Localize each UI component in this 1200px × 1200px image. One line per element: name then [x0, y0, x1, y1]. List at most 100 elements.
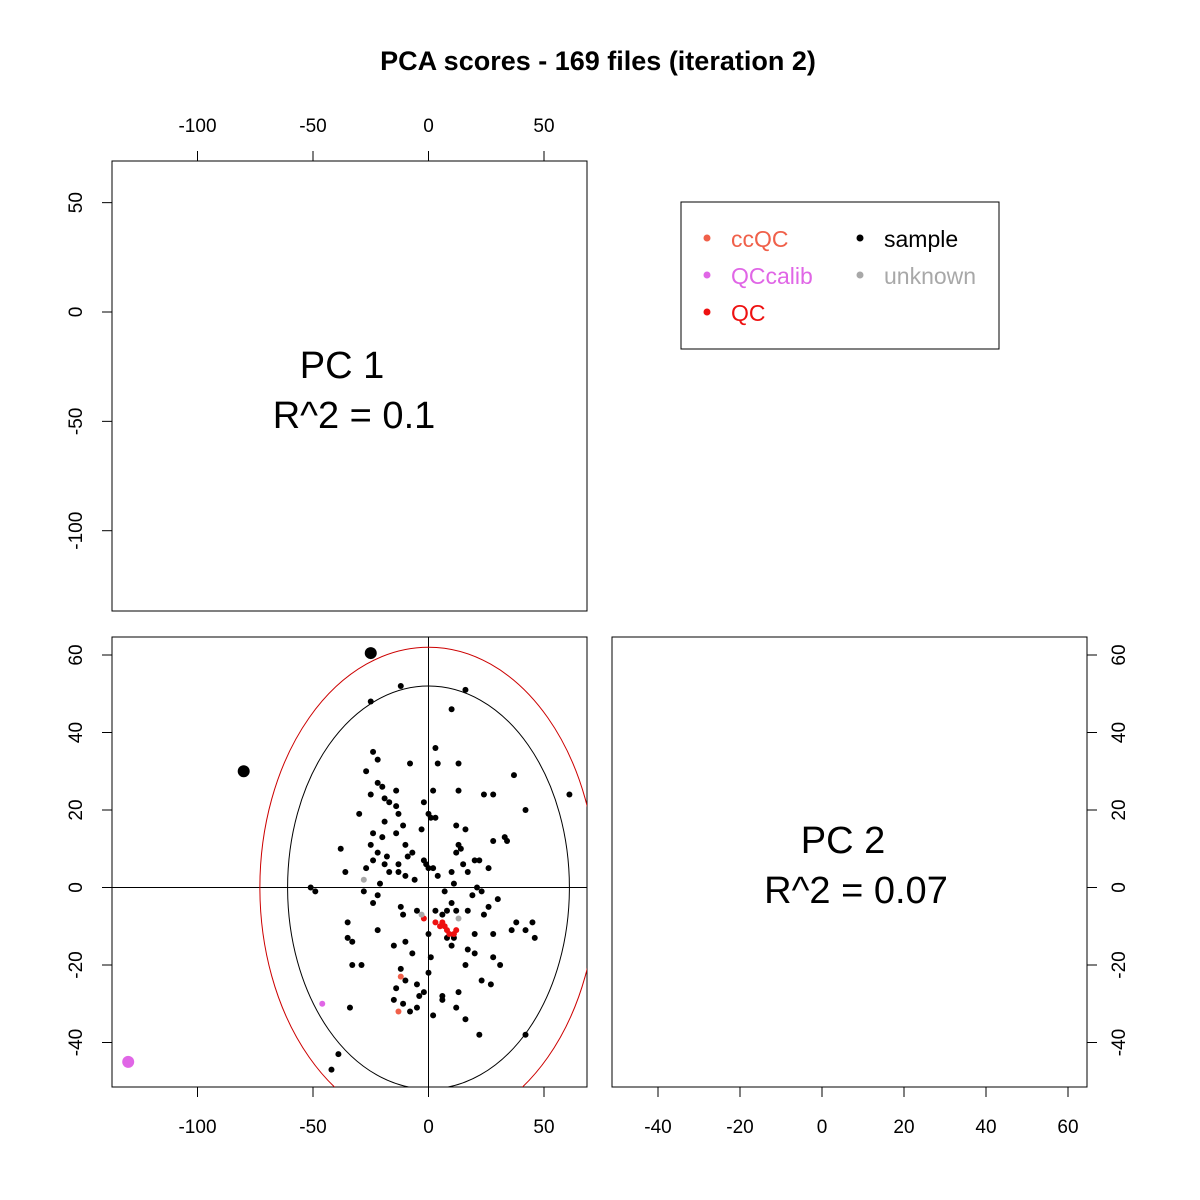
point-sample	[374, 892, 381, 899]
point-sample	[307, 884, 314, 891]
point-sample	[427, 954, 434, 961]
point-sample	[386, 799, 393, 806]
left-bottom-tick-label: 60	[66, 644, 87, 665]
point-sample	[485, 903, 492, 910]
point-sample	[455, 989, 462, 996]
point-sample	[393, 787, 400, 794]
point-sample	[390, 996, 397, 1003]
bottom-right-tick-label: -40	[644, 1117, 671, 1138]
point-sample	[420, 989, 427, 996]
point-sample	[342, 869, 349, 875]
point-sample	[508, 927, 515, 934]
legend-label-QCcalib: QCcalib	[731, 263, 813, 289]
point-sample	[453, 1004, 460, 1011]
left-bottom-tick-label: 20	[66, 799, 87, 820]
point-sample	[432, 814, 439, 821]
outlier-QCcalib	[122, 1055, 135, 1068]
panel-scatter	[111, 636, 588, 1088]
point-sample	[566, 791, 573, 798]
legend-label-sample: sample	[884, 226, 958, 252]
point-sample	[402, 938, 409, 945]
point-sample	[439, 911, 446, 918]
point-sample	[395, 861, 402, 868]
point-sample	[393, 803, 400, 810]
top-left-y-axis: 50 0 -50 -100	[66, 192, 112, 550]
point-sample	[522, 1031, 529, 1038]
point-QC	[453, 927, 460, 934]
bottom-right-tick-label: 40	[975, 1117, 996, 1138]
legend-marker-QCcalib	[703, 271, 711, 279]
left-top-tick-label: 50	[66, 192, 87, 213]
point-sample	[381, 795, 388, 802]
point-QC	[439, 919, 446, 926]
pc1-label: PC 1	[300, 345, 384, 387]
point-sample	[397, 903, 404, 910]
point-sample	[490, 931, 497, 937]
outlier-sample	[364, 647, 377, 660]
legend-marker-ccQC	[703, 234, 711, 242]
point-sample	[413, 981, 420, 988]
point-QC	[446, 931, 453, 937]
point-sample	[413, 907, 420, 914]
point-sample	[397, 965, 404, 972]
point-sample	[462, 962, 469, 968]
point-sample	[349, 962, 356, 968]
point-sample	[476, 1031, 483, 1038]
point-sample	[441, 888, 448, 895]
bottom-right-x-axis: -40 -20 0 20 40 60	[644, 1087, 1079, 1138]
point-sample	[407, 1008, 414, 1015]
point-sample	[478, 888, 485, 895]
right-tick-label: -20	[1109, 951, 1130, 978]
point-sample	[455, 841, 462, 848]
point-sample	[390, 942, 397, 949]
point-sample	[379, 783, 386, 790]
point-sample	[476, 857, 483, 864]
left-top-tick-label: -50	[66, 408, 87, 435]
point-sample	[374, 779, 381, 786]
point-sample	[344, 919, 351, 926]
point-sample	[337, 845, 344, 852]
point-sample	[490, 838, 497, 844]
point-sample	[453, 849, 460, 856]
point-unknown	[455, 915, 462, 922]
point-sample	[490, 791, 497, 798]
point-sample	[464, 907, 471, 914]
point-sample	[494, 896, 501, 903]
point-sample	[379, 834, 386, 841]
point-sample	[474, 884, 481, 891]
point-sample	[513, 919, 520, 926]
bottom-right-tick-label: 60	[1057, 1117, 1078, 1138]
right-tick-label: 20	[1109, 799, 1130, 820]
point-ccQC	[397, 973, 404, 980]
point-sample	[376, 880, 383, 887]
point-sample	[430, 1012, 437, 1019]
point-sample	[367, 841, 374, 848]
point-sample	[504, 838, 511, 844]
left-top-tick-label: -100	[66, 512, 87, 550]
point-sample	[531, 934, 538, 941]
scatter-area	[112, 637, 587, 1087]
point-sample	[374, 927, 381, 934]
point-sample	[425, 931, 432, 937]
left-bottom-tick-label: 0	[66, 882, 87, 893]
point-sample	[427, 814, 434, 821]
panel-pc2-diagonal	[611, 636, 1088, 1088]
point-sample	[335, 1051, 342, 1058]
point-sample	[464, 869, 471, 875]
point-sample	[469, 892, 476, 899]
point-sample	[360, 888, 367, 895]
point-sample	[443, 907, 450, 914]
point-sample	[381, 861, 388, 868]
point-unknown	[418, 911, 425, 918]
point-sample	[358, 962, 365, 968]
ellipse-outer	[259, 646, 587, 1087]
point-sample	[460, 861, 467, 868]
point-sample	[487, 981, 494, 988]
left-bottom-tick-label: -20	[66, 951, 87, 978]
point-sample	[416, 993, 423, 999]
point-sample	[497, 962, 504, 968]
point-sample	[370, 900, 377, 906]
point-sample	[478, 977, 485, 984]
legend-marker-unknown	[856, 271, 864, 279]
